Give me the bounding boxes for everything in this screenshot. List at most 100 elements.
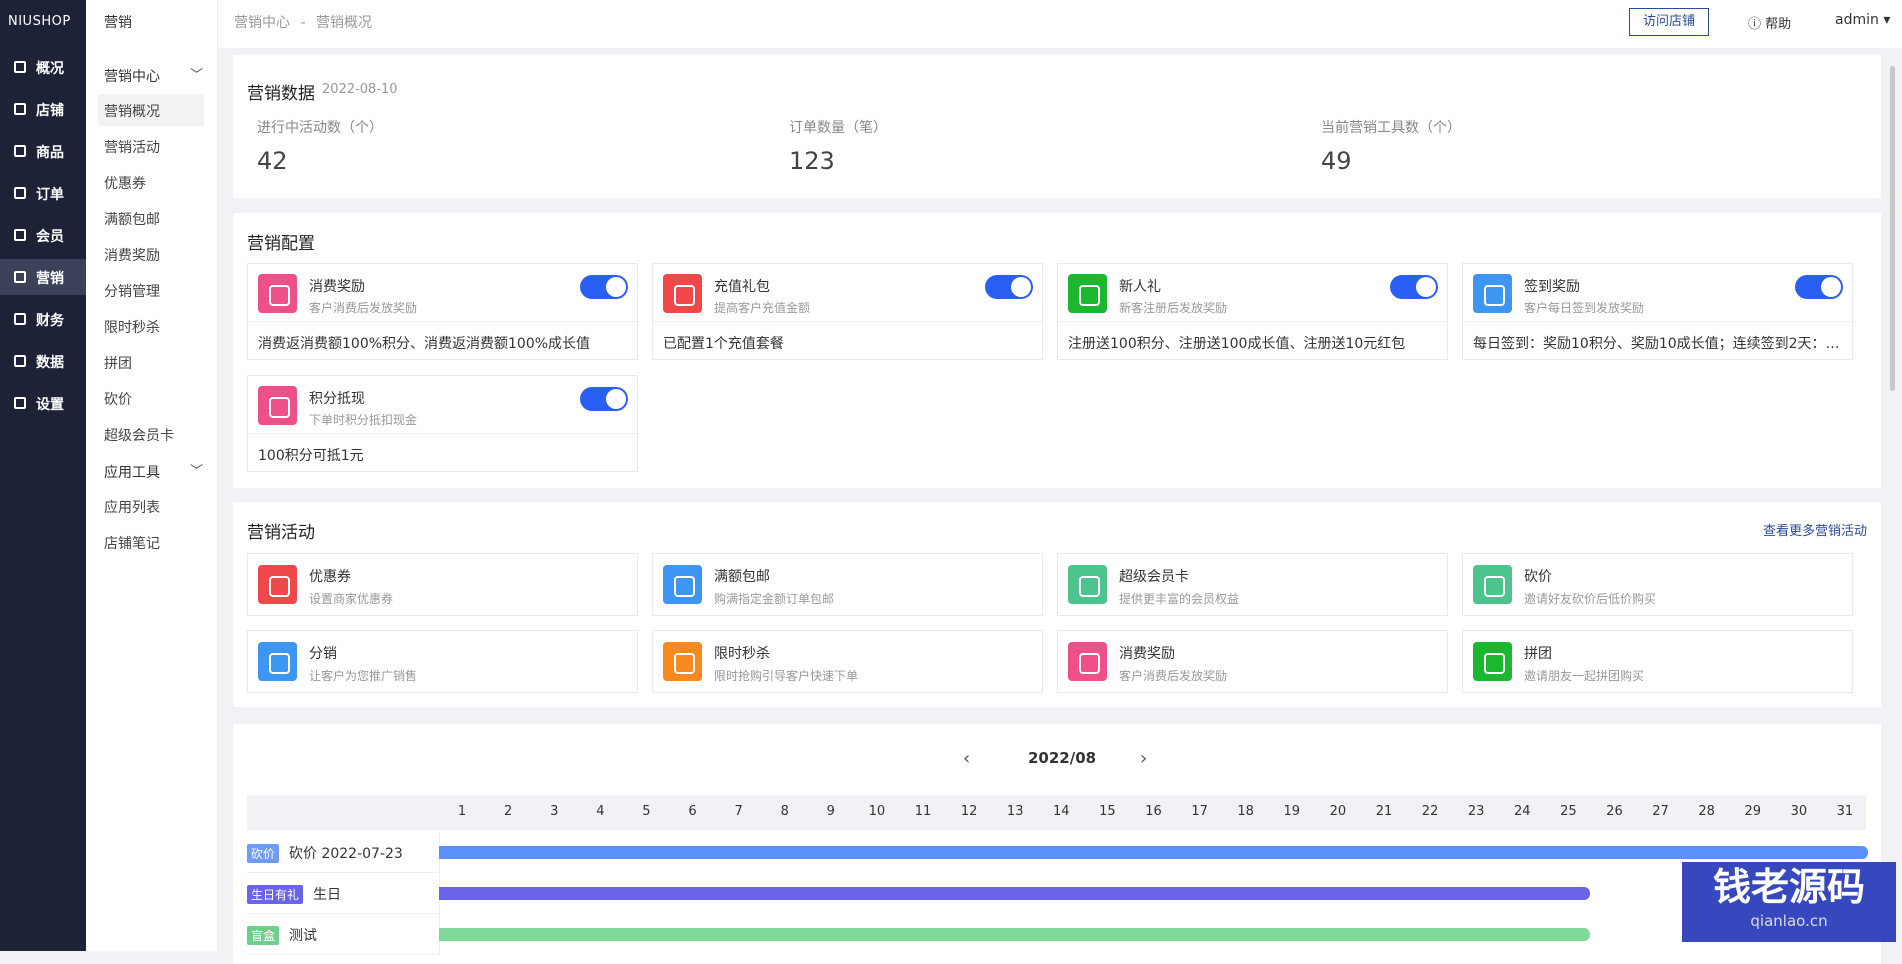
config-tile: 积分抵现下单时积分抵扣现金 100积分可抵1元 <box>247 375 638 472</box>
nav-subitem-label: 分销管理 <box>104 284 160 300</box>
nav-subitem[interactable]: 营销活动 <box>98 130 204 162</box>
nav-label: 会员 <box>36 229 64 245</box>
header: 营销中心 - 营销概况 访问店铺 ⓘ 帮助 admin ▾ <box>218 0 1902 48</box>
nav-label: 商品 <box>36 145 64 161</box>
stats-card: 营销数据 2022-08-10 进行中活动数（个） 42 订单数量（笔） 123 当前营… <box>233 55 1881 198</box>
day-label: 26 <box>1606 804 1623 819</box>
crumb[interactable]: 营销概况 <box>315 15 372 31</box>
day-label: 3 <box>550 804 559 819</box>
activity-tile[interactable]: 限时秒杀 限时抢购引导客户快速下单 <box>652 630 1043 693</box>
config-toggle[interactable] <box>985 275 1033 299</box>
next-month[interactable]: › <box>1140 748 1148 769</box>
config-detail: 100积分可抵1元 <box>258 448 364 464</box>
config-icon <box>1068 274 1107 313</box>
config-name: 积分抵现 <box>309 391 365 407</box>
day-label: 30 <box>1790 804 1808 819</box>
stat-value: 123 <box>789 147 835 175</box>
crumb[interactable]: 营销中心 <box>234 15 290 31</box>
config-toggle[interactable] <box>580 387 628 411</box>
scrollbar[interactable] <box>1890 66 1895 391</box>
config-desc: 下单时积分抵扣现金 <box>309 413 418 427</box>
nav-icon <box>14 145 26 157</box>
nav-subitem[interactable]: 营销概况 <box>98 94 204 126</box>
nav-subitem[interactable]: 消费奖励 <box>98 238 204 270</box>
nav-icon <box>14 271 26 283</box>
day-label: 8 <box>780 804 789 819</box>
nav-subitem[interactable]: 满额包邮 <box>98 202 204 234</box>
nav-subitem[interactable]: 限时秒杀 <box>98 310 204 342</box>
day-label: 31 <box>1836 804 1854 819</box>
user-menu[interactable]: admin ▾ <box>1835 12 1891 28</box>
config-desc: 新客注册后发放奖励 <box>1119 301 1228 315</box>
nav-item[interactable]: 概况 <box>0 49 86 85</box>
config-tile: 新人礼 新客注册后发放奖励 注册送100积分、注册送100成长值、注册送10元红包 <box>1057 263 1448 360</box>
activity-tile[interactable]: 拼团 邀请朋友一起拼团购买 <box>1462 630 1853 693</box>
nav-subitem[interactable]: 店铺笔记 <box>98 526 204 558</box>
nav-group[interactable]: 营销中心 <box>104 69 160 85</box>
breadcrumb: 营销中心 - 营销概况 <box>234 12 372 32</box>
nav-group[interactable]: 应用工具 <box>104 465 160 481</box>
row-tag: 盲盒 <box>247 926 280 945</box>
row-divider <box>247 872 439 873</box>
config-toggle[interactable] <box>580 275 628 299</box>
nav-item[interactable]: 订单 <box>0 175 86 211</box>
config-divider <box>248 433 637 434</box>
nav-subitem[interactable]: 超级会员卡 <box>98 418 204 450</box>
config-desc: 客户消费后发放奖励 <box>309 301 418 315</box>
stat-value: 42 <box>257 147 288 175</box>
nav-item[interactable]: 设置 <box>0 385 86 421</box>
nav-item[interactable]: 数据 <box>0 343 86 379</box>
config-tile: 消费奖励客户消费后发放奖励消费返消费额100%积分、消费返消费额100%成长值 <box>247 263 638 360</box>
activity-tile[interactable]: 超级会员卡 提供更丰富的会员权益 <box>1057 553 1448 616</box>
day-label: 10 <box>868 804 886 819</box>
config-name: 充值礼包 <box>714 279 770 295</box>
nav-item[interactable]: 营销 <box>0 259 86 295</box>
activity-icon <box>258 642 297 681</box>
help-link[interactable]: ⓘ 帮助 <box>1748 17 1792 32</box>
activity-name: 消费奖励 <box>1119 646 1175 662</box>
more-link[interactable]: 查看更多营销活动 <box>1762 524 1867 539</box>
nav-subitem[interactable]: 优惠券 <box>98 166 204 198</box>
activity-tile[interactable]: 满额包邮 购满指定金额订单包邮 <box>652 553 1043 616</box>
group-caret: ﹀ <box>190 464 204 479</box>
visit-button[interactable]: 访问店铺 <box>1629 8 1709 36</box>
config-toggle[interactable] <box>1795 275 1843 299</box>
day-label: 23 <box>1467 804 1485 819</box>
day-label: 24 <box>1513 804 1531 819</box>
config-icon <box>258 274 297 313</box>
nav-icon <box>14 103 26 115</box>
nav-subitem[interactable]: 分销管理 <box>98 274 204 306</box>
nav-item[interactable]: 店铺 <box>0 91 86 127</box>
config-toggle[interactable] <box>1390 275 1438 299</box>
nav-item[interactable]: 商品 <box>0 133 86 169</box>
config-detail: 消费返消费额100%积分、消费返消费额100%成长值 <box>258 336 591 352</box>
activity-desc: 邀请好友砍价后低价购买 <box>1524 592 1657 606</box>
stats-title: 营销数据 <box>247 84 315 104</box>
nav-subitem[interactable]: 应用列表 <box>98 490 204 522</box>
nav-label: 店铺 <box>36 103 64 119</box>
config-icon <box>663 274 702 313</box>
activity-tile[interactable]: 砍价 邀请好友砍价后低价购买 <box>1462 553 1853 616</box>
activity-tile[interactable]: 分销 让客户为您推广销售 <box>247 630 638 693</box>
row-tag: 生日有礼 <box>247 885 304 904</box>
config-name: 消费奖励 <box>309 279 365 295</box>
crumb-sep: - <box>300 15 306 31</box>
activity-icon <box>663 642 702 681</box>
activity-tile[interactable]: 优惠券 设置商家优惠券 <box>247 553 638 616</box>
day-label: 22 <box>1421 804 1439 819</box>
nav-icon <box>14 355 26 367</box>
day-label: 21 <box>1375 804 1393 819</box>
prev-month[interactable]: ‹ <box>963 748 971 769</box>
nav-subitem-label: 应用列表 <box>104 500 160 516</box>
day-label: 12 <box>960 804 978 819</box>
nav-subitem[interactable]: 砍价 <box>98 382 204 414</box>
day-label: 7 <box>734 804 743 819</box>
config-tile: 充值礼包 提高客户充值金额 已配置1个充值套餐 <box>652 263 1043 360</box>
nav-item[interactable]: 会员 <box>0 217 86 253</box>
nav-item[interactable]: 财务 <box>0 301 86 337</box>
activity-tile[interactable]: 消费奖励 客户消费后发放奖励 <box>1057 630 1448 693</box>
logo: NIUSHOP <box>8 14 71 29</box>
nav-subitem[interactable]: 拼团 <box>98 346 204 378</box>
activity-desc: 提供更丰富的会员权益 <box>1119 592 1240 606</box>
